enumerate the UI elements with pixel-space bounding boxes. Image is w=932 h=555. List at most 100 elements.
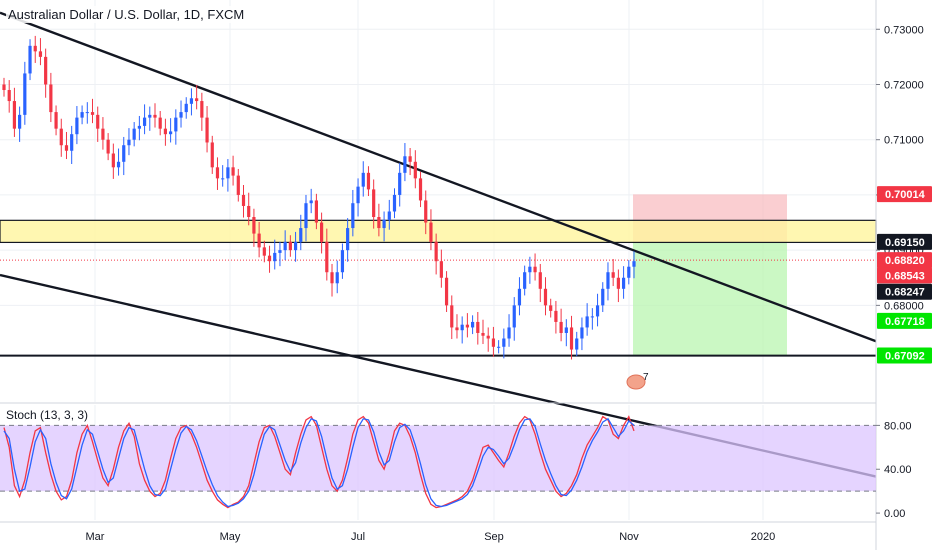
candle-body — [59, 128, 63, 146]
candle-body — [49, 84, 53, 113]
candle-body — [554, 310, 558, 322]
candle-body — [189, 98, 194, 104]
price-label-box — [877, 252, 932, 269]
candle-body — [169, 131, 173, 135]
candle-body — [543, 288, 548, 306]
candle-body — [12, 101, 17, 129]
candle-body — [90, 112, 95, 115]
candle-body — [210, 142, 214, 168]
candle-body — [455, 327, 459, 331]
candle-body — [549, 305, 553, 311]
price-label-box — [877, 312, 932, 329]
candle-body — [33, 45, 37, 52]
candle-body — [627, 266, 631, 278]
candle-body — [330, 272, 334, 284]
candle-body — [621, 277, 626, 289]
price-tick-label: 0.73000 — [884, 24, 924, 36]
price-label-box — [877, 186, 932, 203]
candle-body — [309, 200, 313, 204]
time-tick-label: Nov — [619, 531, 639, 543]
chart-title: Australian Dollar / U.S. Dollar, 1D, FXC… — [6, 6, 247, 23]
candle-body — [205, 117, 209, 143]
time-tick-label: Jul — [351, 531, 365, 543]
price-tick-label: 0.71000 — [884, 135, 924, 147]
price-label-text: 0.67718 — [885, 316, 925, 328]
candle-body — [403, 156, 407, 173]
candle-body — [460, 324, 464, 331]
candle-body — [476, 321, 480, 333]
candle-body — [111, 153, 115, 168]
candle-body — [106, 139, 110, 154]
candle-body — [174, 117, 178, 132]
candle-body — [335, 272, 339, 284]
candle-body — [179, 112, 183, 118]
candle-body — [283, 241, 287, 251]
candle-body — [85, 112, 89, 114]
candle-body — [580, 327, 584, 339]
candle-body — [101, 128, 105, 140]
candle-body — [538, 272, 542, 289]
candle-body — [38, 51, 43, 57]
candle-body — [70, 134, 74, 151]
candle-body — [273, 252, 277, 262]
stochastic-tick-label: 0.00 — [884, 508, 905, 520]
candle-body — [616, 277, 620, 289]
stochastic-d-line — [3, 417, 635, 508]
price-label-text: 0.68543 — [885, 270, 925, 282]
candle-body — [44, 56, 48, 85]
candle-body — [502, 338, 506, 347]
candle-body — [356, 186, 360, 204]
price-label-box — [877, 347, 932, 364]
candle-body — [444, 277, 449, 306]
candle-body — [434, 241, 438, 262]
candle-body — [611, 272, 615, 278]
candle-body — [507, 327, 511, 339]
time-tick-label: 2020 — [751, 531, 775, 543]
candle-body — [585, 316, 589, 328]
candle-body — [7, 90, 11, 102]
candle-body — [226, 167, 230, 179]
candle-body — [231, 167, 235, 176]
candle-body — [127, 139, 131, 146]
candle-body — [252, 217, 256, 234]
candle-body — [325, 241, 329, 273]
price-tick-label: 0.72000 — [884, 79, 924, 91]
price-label-box — [877, 233, 932, 250]
candle-body — [569, 327, 574, 350]
candle-body — [200, 101, 204, 118]
candle-body — [80, 112, 84, 118]
candle-body — [606, 272, 610, 289]
news-badge-count: 7 — [643, 372, 649, 383]
candle-body — [18, 114, 22, 129]
candle-body — [595, 305, 600, 317]
candle-body — [247, 205, 251, 218]
candle-body — [377, 217, 381, 229]
time-tick-label: Mar — [86, 531, 105, 543]
candle-body — [2, 84, 6, 91]
candle-body — [236, 175, 240, 195]
price-label-box — [877, 283, 932, 300]
candle-body — [523, 272, 527, 289]
stochastic-tick-label: 40.00 — [884, 464, 912, 476]
candle-body — [23, 73, 27, 115]
price-label-text: 0.67092 — [885, 351, 925, 363]
candle-body — [54, 112, 58, 129]
price-label-text: 0.70014 — [885, 189, 926, 201]
candle-body — [533, 266, 537, 273]
candle-body — [497, 346, 501, 348]
candle-body — [450, 305, 454, 328]
candle-body — [195, 98, 199, 102]
candle-body — [465, 324, 469, 328]
candle-body — [299, 228, 303, 242]
candle-body — [528, 266, 532, 273]
candle-body — [387, 211, 391, 220]
candle-body — [517, 288, 522, 306]
candle-body — [366, 172, 371, 190]
candle-body — [439, 261, 443, 278]
news-badge-icon[interactable] — [626, 374, 646, 390]
candle-body — [418, 178, 423, 201]
channel-upper-line — [0, 11, 877, 343]
candle-body — [241, 194, 246, 206]
